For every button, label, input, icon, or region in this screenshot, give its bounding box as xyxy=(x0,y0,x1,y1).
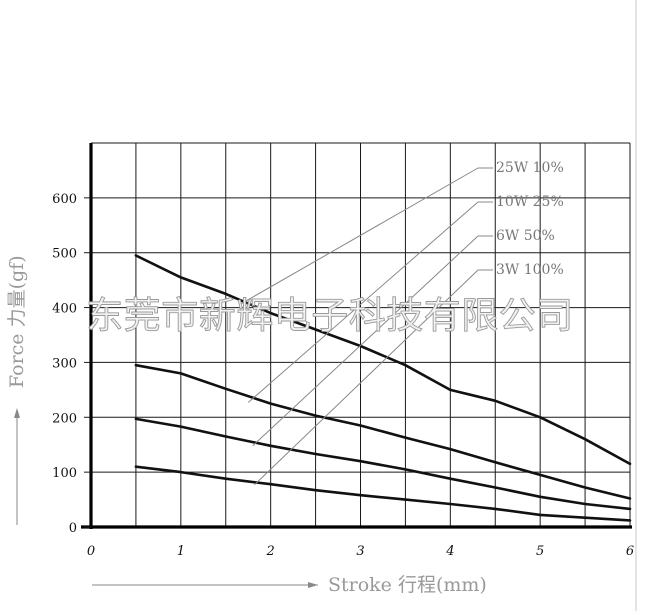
leader-line xyxy=(247,201,479,403)
y-title-arrow xyxy=(14,408,20,418)
x-tick-label: 1 xyxy=(177,544,185,559)
series-lines xyxy=(134,254,632,522)
x-tick-label: 2 xyxy=(266,544,275,559)
x-tick-label: 4 xyxy=(445,544,454,559)
y-tick-label: 100 xyxy=(52,466,77,481)
leader-line xyxy=(238,167,479,306)
legend-label: 6W 50% xyxy=(496,228,555,244)
y-axis-title: Force 力量(gf) xyxy=(6,255,28,388)
axes xyxy=(81,143,632,529)
y-tick-label: 400 xyxy=(52,302,77,317)
legend: 25W 10% 10W 25% 6W 50% 3W 100% xyxy=(238,160,564,486)
legend-label: 10W 25% xyxy=(496,194,564,210)
y-tick-label: 300 xyxy=(52,356,77,371)
x-tick-label: 6 xyxy=(626,544,634,559)
y-tick-label: 500 xyxy=(52,247,77,262)
y-tick-label: 0 xyxy=(69,521,77,536)
y-tick-label: 200 xyxy=(52,411,77,426)
legend-label: 25W 10% xyxy=(496,160,564,176)
legend-label: 3W 100% xyxy=(496,262,564,278)
leader-line xyxy=(254,269,479,486)
x-axis-title: Stroke 行程(mm) xyxy=(328,574,487,596)
x-title-arrow xyxy=(308,582,318,588)
series-line xyxy=(134,254,632,466)
watermark-text: 东莞市新辉电子科技有限公司 xyxy=(86,294,574,337)
axis-titles: Stroke 行程(mm) Force 力量(gf) xyxy=(6,255,487,596)
series-line xyxy=(134,465,632,522)
x-tick-label: 3 xyxy=(356,544,364,559)
series-line xyxy=(134,417,632,511)
leader-line xyxy=(252,235,479,447)
y-tick-label: 600 xyxy=(52,192,77,207)
tick-labels: 0 1 2 3 4 5 6 0 100 200 300 400 500 600 xyxy=(52,192,634,559)
x-tick-label: 5 xyxy=(536,544,544,559)
x-tick-label: 0 xyxy=(87,544,95,559)
series-line xyxy=(134,363,632,500)
